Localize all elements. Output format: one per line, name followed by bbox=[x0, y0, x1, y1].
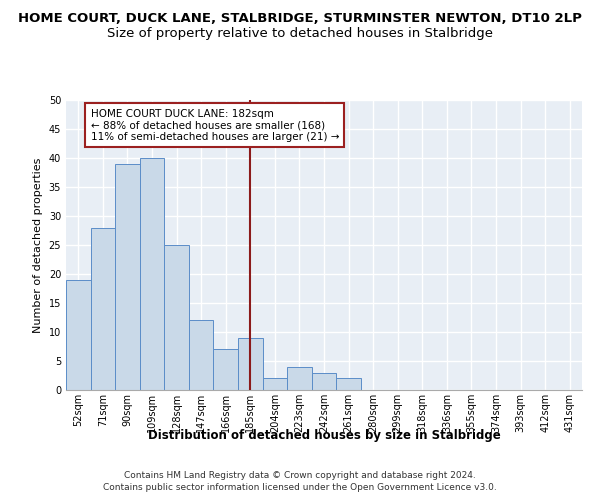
Text: Distribution of detached houses by size in Stalbridge: Distribution of detached houses by size … bbox=[148, 428, 500, 442]
Bar bbox=[287, 367, 312, 390]
Bar bbox=[115, 164, 140, 390]
Bar bbox=[164, 245, 189, 390]
Y-axis label: Number of detached properties: Number of detached properties bbox=[33, 158, 43, 332]
Text: Contains public sector information licensed under the Open Government Licence v3: Contains public sector information licen… bbox=[103, 484, 497, 492]
Text: HOME COURT, DUCK LANE, STALBRIDGE, STURMINSTER NEWTON, DT10 2LP: HOME COURT, DUCK LANE, STALBRIDGE, STURM… bbox=[18, 12, 582, 26]
Text: Size of property relative to detached houses in Stalbridge: Size of property relative to detached ho… bbox=[107, 28, 493, 40]
Bar bbox=[336, 378, 361, 390]
Bar bbox=[263, 378, 287, 390]
Bar bbox=[238, 338, 263, 390]
Bar bbox=[312, 372, 336, 390]
Bar bbox=[66, 280, 91, 390]
Bar bbox=[140, 158, 164, 390]
Bar bbox=[189, 320, 214, 390]
Text: Contains HM Land Registry data © Crown copyright and database right 2024.: Contains HM Land Registry data © Crown c… bbox=[124, 471, 476, 480]
Bar bbox=[214, 350, 238, 390]
Text: HOME COURT DUCK LANE: 182sqm
← 88% of detached houses are smaller (168)
11% of s: HOME COURT DUCK LANE: 182sqm ← 88% of de… bbox=[91, 108, 339, 142]
Bar bbox=[91, 228, 115, 390]
